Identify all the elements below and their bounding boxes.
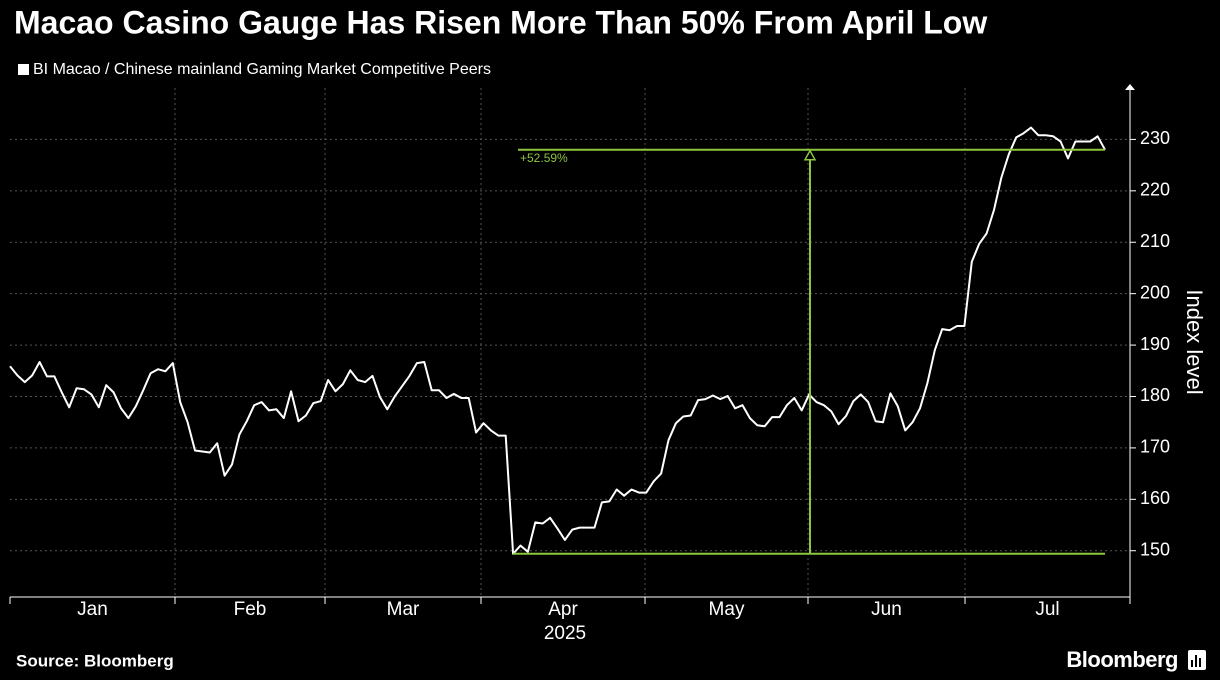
y-axis-label: Index level (1182, 289, 1207, 394)
legend-swatch (18, 64, 29, 75)
y-tick-label: 170 (1140, 437, 1170, 457)
brand-icon (1188, 650, 1206, 670)
brand: Bloomberg (1066, 647, 1178, 672)
x-tick-label: Feb (234, 599, 267, 620)
x-tick-label: Jul (1035, 599, 1059, 620)
y-tick-label: 230 (1140, 128, 1170, 148)
y-tick-label: 220 (1140, 180, 1170, 200)
y-tick-label: 160 (1140, 488, 1170, 508)
source: Source: Bloomberg (16, 651, 174, 670)
x-tick-label: May (709, 599, 745, 620)
x-tick-label: Apr (548, 599, 578, 620)
legend-label: BI Macao / Chinese mainland Gaming Marke… (33, 61, 491, 78)
y-tick-label: 190 (1140, 334, 1170, 354)
x-sublabel: 2025 (544, 623, 586, 644)
x-tick-label: Mar (387, 599, 420, 620)
y-tick-label: 200 (1140, 282, 1170, 302)
series-line (9, 126, 1106, 555)
x-tick-label: Jan (77, 599, 108, 620)
annotation-label: +52.59% (520, 151, 568, 165)
y-tick-label: 210 (1140, 231, 1170, 251)
y-tick-label: 180 (1140, 385, 1170, 405)
y-tick-label: 150 (1140, 539, 1170, 559)
y-axis-arrow (1125, 84, 1135, 90)
annotation-arrowhead (803, 149, 817, 161)
x-tick-label: Jun (871, 599, 902, 620)
chart-title: Macao Casino Gauge Has Risen More Than 5… (14, 4, 987, 40)
